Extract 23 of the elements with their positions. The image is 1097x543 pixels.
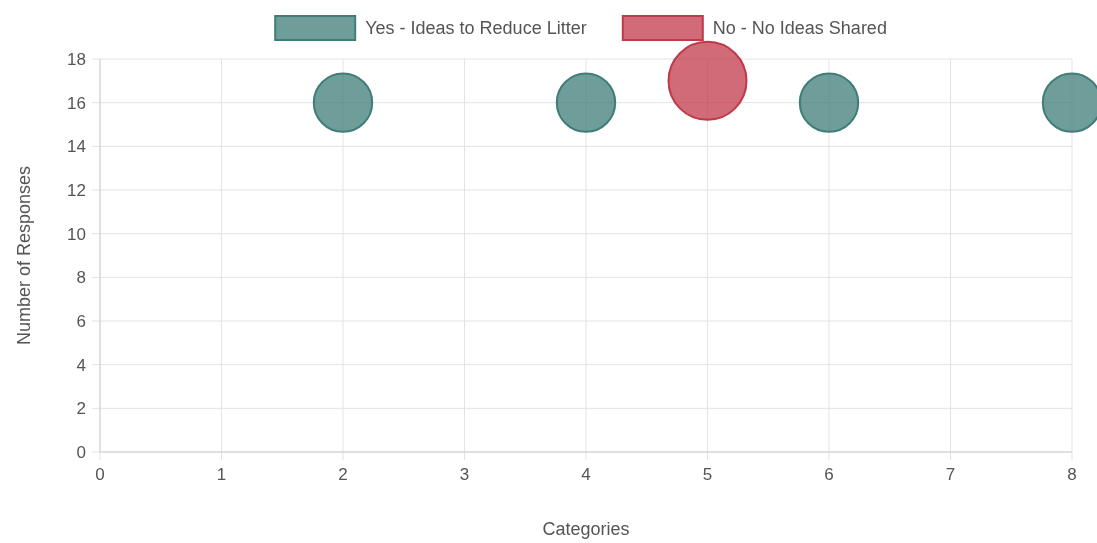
x-tick-label: 7 bbox=[945, 465, 956, 484]
x-tick-label: 0 bbox=[95, 465, 105, 484]
x-tick-label: 8 bbox=[1067, 465, 1077, 484]
x-tick-label: 6 bbox=[824, 465, 834, 484]
y-tick-label: 0 bbox=[76, 443, 86, 462]
legend-label: No - No Ideas Shared bbox=[712, 18, 887, 38]
legend-label: Yes - Ideas to Reduce Litter bbox=[365, 18, 587, 38]
y-tick-label: 12 bbox=[67, 181, 86, 200]
x-tick-label: 2 bbox=[338, 465, 348, 484]
y-tick-label: 4 bbox=[76, 355, 86, 375]
x-tick-label: 4 bbox=[581, 465, 591, 484]
y-tick-label: 10 bbox=[67, 224, 86, 244]
x-tick-label: 1 bbox=[216, 465, 227, 484]
x-axis-title: Categories bbox=[542, 519, 630, 539]
y-tick-label: 6 bbox=[76, 312, 86, 331]
y-tick-label: 16 bbox=[67, 93, 86, 113]
y-tick-label: 2 bbox=[76, 399, 86, 419]
y-tick-label: 14 bbox=[67, 137, 86, 157]
x-tick-label: 5 bbox=[702, 465, 713, 484]
y-axis-title: Number of Responses bbox=[14, 165, 34, 346]
y-tick-label: 18 bbox=[67, 50, 86, 69]
y-tick-label: 8 bbox=[76, 268, 86, 288]
x-tick-label: 3 bbox=[459, 465, 470, 484]
